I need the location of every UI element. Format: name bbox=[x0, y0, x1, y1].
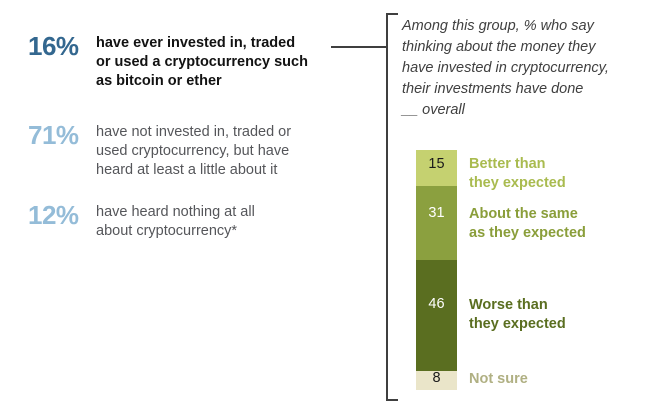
segment-label-line: About the same bbox=[469, 206, 578, 222]
followup-question: Among this group, % who say thinking abo… bbox=[402, 16, 609, 121]
segment-label-line: Worse than bbox=[469, 297, 548, 313]
segment-label-not-sure: Not sure bbox=[469, 370, 528, 389]
segment-label-line: they expected bbox=[469, 175, 566, 191]
stat-percent: 12% bbox=[28, 200, 79, 230]
stat-percent: 71% bbox=[28, 120, 79, 150]
segment-label-line: they expected bbox=[469, 316, 566, 332]
segment-label-line: as they expected bbox=[469, 225, 586, 241]
segment-label-same: About the same as they expected bbox=[469, 205, 586, 243]
bar-value-not-sure: 8 bbox=[432, 370, 441, 386]
stat-row-heard: 71% have not invested in, traded or used… bbox=[28, 120, 308, 180]
connector-line bbox=[331, 46, 387, 48]
stat-text: have heard nothing at all about cryptocu… bbox=[96, 204, 255, 239]
segment-label-worse: Worse than they expected bbox=[469, 296, 566, 334]
bar-value-better: 15 bbox=[428, 156, 445, 172]
bar-value-same: 31 bbox=[428, 205, 445, 221]
question-line: have invested in cryptocurrency, bbox=[402, 60, 609, 76]
bar-value-worse: 46 bbox=[428, 296, 445, 312]
bar-segment-not-sure bbox=[416, 370, 457, 391]
stat-percent: 16% bbox=[28, 31, 79, 61]
stat-row-heard-nothing: 12% have heard nothing at all about cryp… bbox=[28, 200, 271, 241]
group-bracket bbox=[386, 13, 398, 401]
question-line: Among this group, % who say bbox=[402, 18, 594, 34]
segment-label-line: Better than bbox=[469, 156, 546, 172]
segment-label-better: Better than they expected bbox=[469, 155, 566, 193]
stacked-bar bbox=[416, 150, 457, 391]
question-line: their investments have done bbox=[402, 81, 584, 97]
bar-segment-worse bbox=[416, 260, 457, 371]
segment-label-line: Not sure bbox=[469, 371, 528, 387]
question-line: __ overall bbox=[402, 102, 465, 118]
stat-text: have not invested in, traded or used cry… bbox=[96, 124, 292, 178]
question-line: thinking about the money they bbox=[402, 39, 596, 55]
bar-segment-better bbox=[416, 150, 457, 186]
bar-segment-same bbox=[416, 186, 457, 261]
stat-text: have ever invested in, traded or used a … bbox=[96, 35, 308, 89]
stat-row-invested: 16% have ever invested in, traded or use… bbox=[28, 31, 308, 91]
